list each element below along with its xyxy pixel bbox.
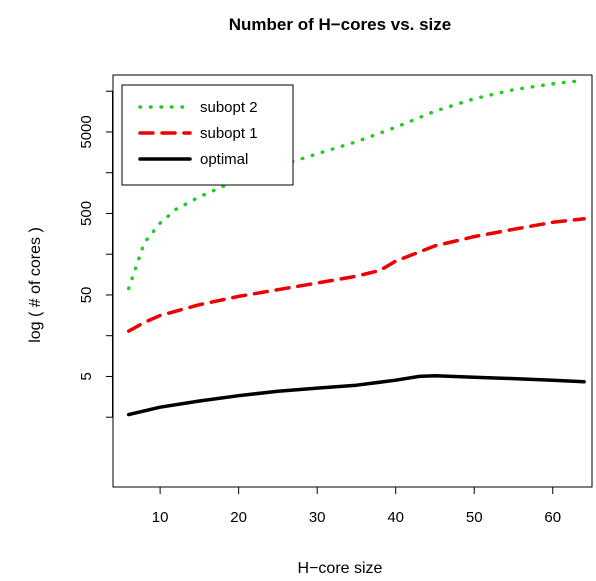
x-tick-label: 30 <box>309 509 326 526</box>
y-tick-label: 50 <box>78 287 95 304</box>
legend-label-subopt-1: subopt 1 <box>200 125 258 142</box>
x-tick-label: 40 <box>387 509 404 526</box>
legend-box <box>121 84 294 186</box>
x-axis: 10 20 30 40 50 60 <box>152 486 561 526</box>
series-line-optimal <box>126 373 586 417</box>
y-axis-label: log ( # of cores ) <box>27 227 44 343</box>
y-tick-label: 5 <box>78 372 95 380</box>
series-line-subopt-2 <box>126 78 586 291</box>
chart-title: Number of H−cores vs. size <box>229 15 452 34</box>
series-line-subopt-1 <box>126 217 586 333</box>
x-tick-label: 60 <box>544 509 561 526</box>
x-axis-label: H−core size <box>298 560 383 577</box>
x-tick-label: 10 <box>152 509 169 526</box>
legend: subopt 2 subopt 1 optimal <box>121 84 294 186</box>
x-tick-label: 50 <box>466 509 483 526</box>
x-tick-label: 20 <box>230 509 247 526</box>
legend-label-optimal: optimal <box>200 151 248 168</box>
y-tick-label: 500 <box>78 201 95 226</box>
legend-label-subopt-2: subopt 2 <box>200 99 258 116</box>
y-tick-label: 5000 <box>78 115 95 148</box>
y-axis: 5 50 500 5000 <box>78 90 113 418</box>
series-lines <box>126 78 586 417</box>
